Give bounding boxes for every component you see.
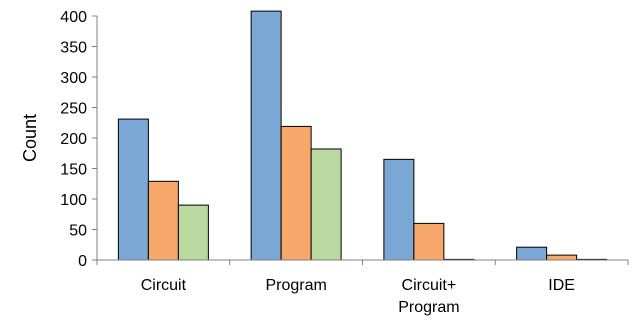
x-tick-label: IDE (548, 277, 575, 294)
y-axis: 0 50 100 150 200 250 300 350 400 (60, 9, 97, 270)
y-axis-label: Count (20, 114, 40, 162)
x-axis: Circuit Program Circuit+ Program IDE (96, 260, 629, 316)
y-tick-label: 100 (60, 192, 87, 209)
bar (413, 222, 445, 261)
bar (177, 204, 209, 261)
y-tick-label: 300 (60, 70, 87, 87)
x-tick-label: Circuit (141, 277, 187, 294)
bars (117, 10, 608, 261)
bar (147, 180, 179, 261)
bar (280, 125, 312, 261)
y-tick-label: 250 (60, 101, 87, 118)
bar (516, 246, 548, 261)
bar (117, 118, 149, 261)
x-tick-label: Program (265, 277, 326, 294)
x-tick-label: Program (398, 299, 459, 316)
y-tick-label: 50 (69, 223, 87, 240)
bar (383, 158, 415, 261)
x-tick-label: Circuit+ (402, 277, 457, 294)
y-tick-label: 400 (60, 9, 87, 26)
y-tick-label: 150 (60, 162, 87, 179)
bar (546, 254, 578, 261)
y-tick-label: 350 (60, 40, 87, 57)
bar (310, 148, 342, 261)
y-tick-label: 0 (78, 253, 87, 270)
bar (250, 10, 282, 261)
y-tick-label: 200 (60, 131, 87, 148)
